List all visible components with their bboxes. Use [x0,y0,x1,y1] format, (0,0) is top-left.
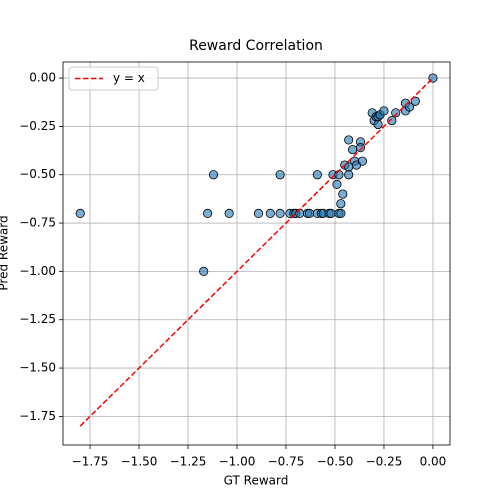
point [338,189,348,199]
x-tick-label: −0.50 [317,455,354,469]
legend-box [68,66,159,91]
point [208,170,219,180]
y-tick-label: −1.75 [19,409,56,423]
y-tick-label: −1.00 [19,264,56,278]
point [199,266,209,276]
x-tick-label: −1.00 [219,455,256,469]
x-axis-label: GT Reward [224,474,289,488]
point [373,119,383,130]
point [203,208,213,218]
x-tick-label: −1.75 [72,455,109,469]
point [391,108,401,118]
legend: y = x [68,66,159,91]
point [404,102,415,112]
point [304,208,315,218]
y-tick-label: −0.50 [19,167,56,181]
point [348,144,358,155]
y-tick-label: −1.50 [19,361,56,375]
point [265,208,275,218]
plot-frame [62,61,451,446]
y-tick-label: −1.25 [19,312,56,326]
point [253,208,264,218]
x-tick-label: −0.75 [268,455,305,469]
point [275,208,285,218]
legend-label: y = x [113,71,145,85]
point [275,170,285,180]
y-tick-label: −0.25 [19,119,56,133]
point [336,208,346,218]
point [336,199,346,209]
point [357,156,368,166]
y-tick-label: 0.00 [29,71,56,85]
chart-title: Reward Correlation [189,38,323,54]
point [344,170,354,180]
point [75,208,85,218]
point [224,208,234,218]
point [332,179,342,189]
reference-line [79,77,434,427]
point [355,143,366,153]
grid: −1.75 −1.50 −1.25 −1.00 −0.75 −0.50 −0.25 0.00 0… [19,62,450,469]
x-tick-label: −1.25 [170,455,207,469]
y-axis-label: Pred Reward [0,215,11,290]
point [387,115,397,126]
x-tick-label: −1.50 [121,455,158,469]
marks [75,73,438,427]
point [312,170,322,180]
x-tick-label: −0.25 [366,455,403,469]
y-tick-label: −0.75 [19,216,56,230]
point [326,208,336,218]
point [379,106,389,116]
point [344,135,354,145]
x-tick-label: 0.00 [420,455,447,469]
point [410,96,420,106]
